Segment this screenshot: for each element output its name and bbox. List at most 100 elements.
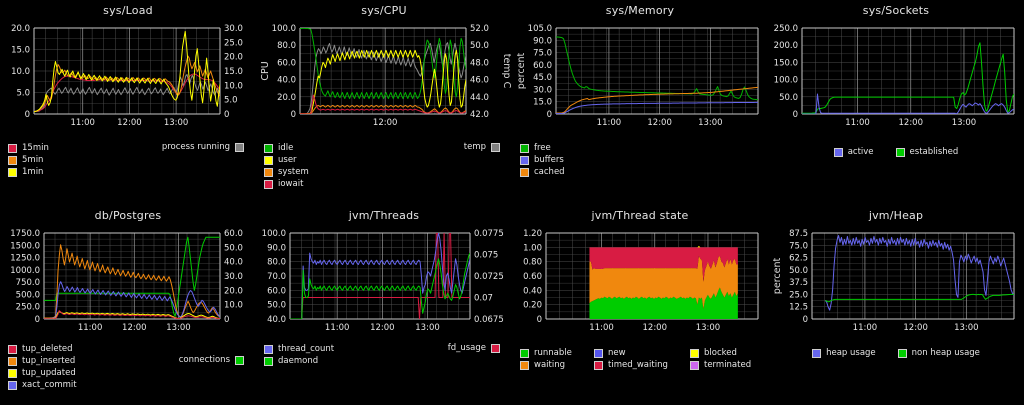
panel-jvm-heap[interactable]: jvm/Heap 0 12.5 25.0 37.5 50.0 62.5 75.0 87.5 11:…	[768, 205, 1024, 405]
legend-swatch	[8, 368, 17, 378]
legend-label: active	[847, 147, 874, 157]
legend-swatch	[520, 360, 529, 370]
series-connections	[44, 236, 220, 317]
svg-text:percent: percent	[516, 53, 527, 90]
chart-legend: runnable waiting new timed_waiting blocked te…	[520, 347, 764, 371]
svg-text:20.0: 20.0	[277, 93, 296, 103]
legend-item[interactable]: heap usage	[812, 347, 876, 359]
legend-item[interactable]: terminated	[690, 359, 764, 371]
legend-item-right[interactable]: fd_usage	[448, 343, 500, 353]
legend-item[interactable]: iowait	[264, 178, 309, 190]
svg-text:250.0: 250.0	[16, 303, 40, 313]
svg-text:50.0: 50.0	[224, 243, 243, 253]
svg-text:105.0: 105.0	[528, 24, 552, 34]
legend-item[interactable]: active	[833, 146, 874, 158]
legend-item[interactable]: idle	[264, 142, 309, 154]
legend-item[interactable]: system	[264, 166, 309, 178]
legend-item[interactable]: timed_waiting	[594, 359, 690, 371]
chart-plot: 0 15.0 30.0 45.0 60.0 75.0 90.0 105.0 11:00 12:00…	[516, 24, 759, 128]
legend-item[interactable]: buffers	[520, 154, 565, 166]
svg-text:100.0: 100.0	[262, 229, 286, 239]
legend-item[interactable]: user	[264, 154, 309, 166]
legend-item[interactable]: 1min	[8, 166, 49, 178]
svg-text:12:00: 12:00	[903, 323, 928, 333]
chart-plot: 0 20.0 40.0 60.0 80.0 100.0 42.0 44.0 46.0 48.0 50…	[260, 24, 512, 128]
svg-text:37.5: 37.5	[789, 278, 808, 288]
svg-text:90.0: 90.0	[533, 36, 552, 46]
svg-text:30.0: 30.0	[224, 24, 243, 34]
legend-item[interactable]: tup_inserted	[8, 355, 77, 367]
panel-sys-memory[interactable]: sys/Memory 0 15.0 30.0 45.0 60.0 75.0 90.0 105.0…	[512, 0, 768, 205]
legend-item[interactable]: blocked	[690, 347, 764, 359]
plot-area: 0 250.0 500.0 750.0 1000.0 1250.0 1500.0 1750.0…	[0, 217, 256, 345]
chart-plot: 0 12.5 25.0 37.5 50.0 62.5 75.0 87.5 11:00 12:00 1…	[772, 229, 1015, 333]
plot-area: 0 20.0 40.0 60.0 80.0 100.0 42.0 44.0 46.0 48.0 50…	[256, 12, 512, 140]
svg-text:25.0: 25.0	[789, 290, 808, 300]
legend-item[interactable]: daemond	[264, 355, 334, 367]
panel-title: jvm/Thread state	[591, 209, 689, 222]
legend-item[interactable]: thread_count	[264, 343, 334, 355]
legend-item[interactable]: waiting	[520, 359, 594, 371]
svg-text:12:00: 12:00	[117, 118, 142, 128]
legend-label: blocked	[704, 348, 737, 358]
legend-item-right[interactable]: connections	[179, 355, 244, 365]
panel-db-postgres[interactable]: db/Postgres 0 250.0 500.0 750.0 1000.0 1250.0 1…	[0, 205, 256, 405]
svg-text:52.0: 52.0	[470, 24, 489, 34]
legend-swatch	[690, 360, 699, 370]
svg-text:0.0675: 0.0675	[474, 315, 504, 325]
svg-text:12:00: 12:00	[899, 118, 924, 128]
svg-text:11:00: 11:00	[325, 323, 350, 333]
series-thread-count	[290, 233, 470, 319]
legend-item[interactable]: established	[895, 146, 959, 158]
legend-label: terminated	[704, 360, 752, 370]
legend-item-right[interactable]: process running	[162, 142, 244, 152]
svg-text:11:00: 11:00	[845, 118, 870, 128]
panel-sys-sockets[interactable]: sys/Sockets 0 50.0 100.0 150.0 200.0 250.0 11:0…	[768, 0, 1024, 205]
svg-text:60.0: 60.0	[277, 58, 296, 68]
svg-text:0.075: 0.075	[474, 251, 498, 261]
svg-text:13:00: 13:00	[696, 323, 721, 333]
legend-item[interactable]: 5min	[8, 154, 49, 166]
panel-sys-cpu[interactable]: sys/CPU 0 20.0 40.0 60.0 80.0 100.0 42.0 44.0 46.…	[256, 0, 512, 205]
legend-item[interactable]: non heap usage	[897, 347, 980, 359]
svg-text:13:00: 13:00	[952, 118, 977, 128]
legend-item[interactable]: runnable	[520, 347, 594, 359]
legend-label: buffers	[534, 155, 564, 165]
panel-jvm-thread-state[interactable]: jvm/Thread state 0 0.20 0.40 0.60 0.80 1.00 1.2…	[512, 205, 768, 405]
legend-label: established	[909, 147, 959, 157]
legend-swatch	[8, 143, 17, 153]
series-fd-usage	[290, 233, 470, 319]
legend-item[interactable]: cached	[520, 166, 565, 178]
svg-text:50.0: 50.0	[789, 266, 808, 276]
legend-item-right[interactable]: temp	[464, 142, 500, 152]
svg-text:13:00: 13:00	[415, 323, 440, 333]
svg-text:80.0: 80.0	[277, 41, 296, 51]
legend-item[interactable]: free	[520, 142, 565, 154]
legend-label: tup_deleted	[22, 344, 73, 354]
chart-legend: 15min 5min 1min	[8, 142, 49, 178]
svg-text:0: 0	[803, 315, 808, 325]
legend-label: connections	[178, 355, 230, 365]
panel-jvm-threads[interactable]: jvm/Threads 40.0 50.0 60.0 70.0 80.0 90.0 100.0…	[256, 205, 512, 405]
legend-item[interactable]: xact_commit	[8, 379, 77, 391]
legend-item[interactable]: 15min	[8, 142, 49, 154]
legend-item[interactable]: tup_updated	[8, 367, 77, 379]
svg-text:1250.0: 1250.0	[10, 254, 40, 264]
panel-sys-load[interactable]: sys/Load 0 5.0 10.0 15.0 20.0 0 5.0 10.0 15.0 20.0…	[0, 0, 256, 205]
legend-label: non heap usage	[911, 348, 980, 358]
legend-label: waiting	[534, 360, 565, 370]
legend-item[interactable]: new	[594, 347, 690, 359]
svg-text:20.0: 20.0	[11, 24, 30, 34]
legend-swatch	[264, 356, 273, 366]
legend-label: 15min	[22, 143, 49, 153]
legend-swatch	[264, 179, 273, 189]
chart-plot: 0 5.0 10.0 15.0 20.0 0 5.0 10.0 15.0 20.0 25.0 30.0…	[11, 24, 243, 128]
series-tup-deleted	[44, 310, 220, 319]
svg-text:5.0: 5.0	[224, 96, 238, 106]
series-user	[300, 49, 466, 114]
legend-item[interactable]: tup_deleted	[8, 343, 77, 355]
svg-text:100.0: 100.0	[774, 76, 798, 86]
series-established	[802, 42, 1014, 114]
legend-swatch	[833, 147, 843, 157]
series-tup-updated	[44, 311, 220, 319]
